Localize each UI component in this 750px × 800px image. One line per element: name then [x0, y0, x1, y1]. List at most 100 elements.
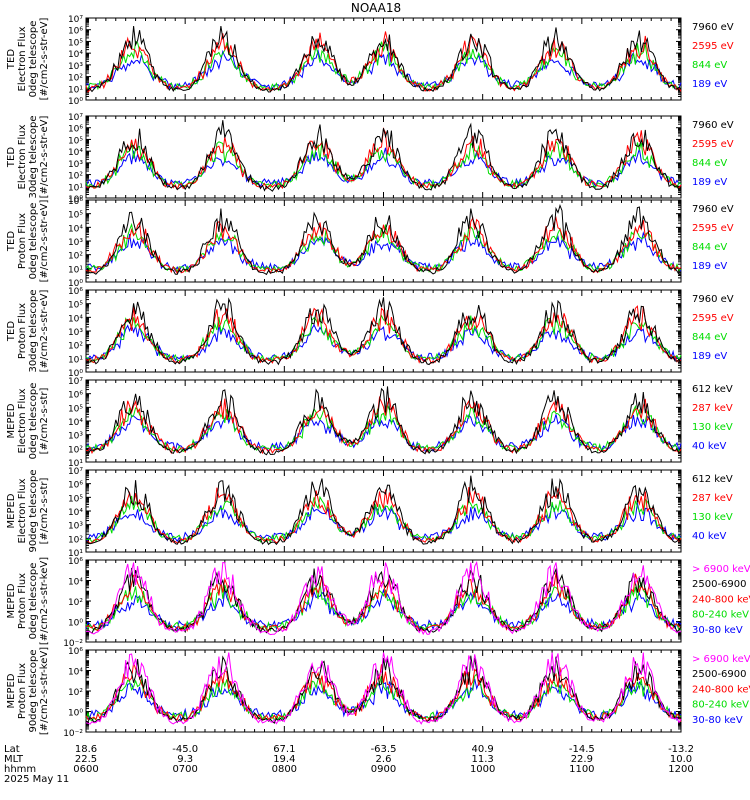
series-line — [85, 678, 682, 722]
y-tick-label: 10⁴ — [68, 314, 83, 324]
y-axis-label-line: [#/cm2-s-str-eV] — [39, 200, 50, 283]
series-line — [85, 25, 682, 93]
series-line — [85, 120, 682, 192]
y-tick-label: 10³ — [68, 522, 83, 532]
legend-entry: 7960 eV — [692, 294, 734, 305]
x-row-label: MLT — [4, 754, 24, 765]
legend-entry: 844 eV — [692, 158, 727, 169]
x-tick-label: 1200 — [668, 764, 693, 775]
x-tick-label: 11.3 — [472, 754, 494, 765]
y-tick-label: 10⁵ — [68, 136, 83, 146]
y-tick-label: 10² — [68, 172, 83, 182]
y-tick-label: 10¹ — [68, 355, 83, 365]
y-tick-label: 10³ — [68, 238, 83, 248]
y-axis-label-line: TED — [6, 321, 17, 342]
y-tick-label: 10⁻² — [63, 639, 83, 649]
legend-entry: 189 eV — [692, 351, 727, 362]
y-tick-label: 10² — [68, 535, 83, 545]
y-axis-label-line: 0deg telescope — [28, 563, 39, 640]
legend-entry: 287 keV — [692, 493, 733, 504]
x-tick-label: -45.0 — [172, 744, 198, 755]
x-row-label: hhmm — [4, 764, 36, 775]
legend-entry: 130 keV — [692, 512, 733, 523]
legend-entry: 2595 eV — [692, 223, 734, 234]
y-tick-label: 10⁰ — [68, 195, 83, 205]
x-tick-label: 1100 — [569, 764, 594, 775]
y-tick-label: 10⁶ — [68, 391, 83, 401]
x-tick-label: 0900 — [371, 764, 396, 775]
y-axis-label: TED Proton Flux 30deg telescope [#/cm2-s-st… — [6, 289, 50, 372]
y-axis-label-line: 30deg telescope — [28, 115, 39, 198]
y-tick-label: 10⁵ — [68, 211, 83, 221]
series-line — [85, 655, 682, 724]
legend-entry: 130 keV — [692, 422, 733, 433]
y-axis-label-line: MEPED — [6, 403, 17, 438]
series-line — [85, 31, 682, 93]
y-tick-label: 10⁷ — [68, 113, 83, 123]
y-tick-label: 10² — [68, 598, 83, 608]
x-axis-labels: Lat 18.6 -45.0 67.1 -63.5 40.9 -14.5 -13.2 MLT 22… — [4, 744, 694, 785]
y-tick-label: 10¹ — [68, 459, 83, 469]
y-tick-label: 10² — [68, 252, 83, 262]
y-tick-label: 10¹ — [68, 549, 83, 559]
chart-title: NOAA18 — [351, 1, 401, 15]
y-tick-label: 10⁶ — [68, 287, 83, 297]
date-label: 2025 May 11 — [4, 774, 69, 785]
y-tick-label: 10⁶ — [68, 481, 83, 491]
legend-entry: > 6900 keV — [692, 564, 750, 575]
y-tick-label: 10⁰ — [68, 279, 83, 289]
panel-3: 10⁰ 10¹ 10² 10³ 10⁴ 10⁵ 10⁶ TED Proton Flux 0deg … — [6, 197, 734, 289]
x-tick-label: 19.4 — [273, 754, 295, 765]
panel-6: 10¹ 10² 10³ 10⁴ 10⁵ 10⁶ 10⁷ MEPED Electron Flux 9… — [6, 467, 733, 559]
x-row-label: Lat — [4, 744, 20, 755]
y-axis-label-line: 90deg telescope — [28, 649, 39, 732]
x-tick-label: 1000 — [470, 764, 495, 775]
series-line — [85, 395, 682, 455]
legend-entry: 2595 eV — [692, 313, 734, 324]
y-tick-label: 10⁷ — [68, 15, 83, 25]
legend-entry: 240-800 keV — [692, 684, 750, 695]
series-line — [85, 40, 682, 92]
y-tick-label: 10³ — [68, 432, 83, 442]
legend-entry: 612 keV — [692, 474, 733, 485]
y-tick-label: 10² — [68, 445, 83, 455]
y-tick-label: 10² — [68, 342, 83, 352]
y-axis-label-line: [#/cm2-s-str] — [39, 387, 50, 454]
y-tick-label: 10⁴ — [68, 508, 83, 518]
x-tick-label: 0600 — [73, 764, 98, 775]
x-tick-label: 22.5 — [75, 754, 97, 765]
y-tick-label: 10⁴ — [68, 148, 83, 158]
y-tick-label: 10⁻² — [63, 729, 83, 739]
series-line — [85, 297, 682, 366]
y-tick-label: 10⁵ — [68, 494, 83, 504]
y-axis-label-line: Electron Flux — [17, 478, 28, 543]
y-tick-label: 10⁶ — [68, 27, 83, 37]
legend-entry: 844 eV — [692, 60, 727, 71]
legend-entry: 30-80 keV — [692, 625, 743, 636]
legend-entry: 7960 eV — [692, 120, 734, 131]
y-axis-label: MEPED Proton Flux 90deg telescope [#/cm2-s-… — [6, 647, 50, 735]
series-line — [85, 203, 682, 276]
y-tick-label: 10⁴ — [68, 578, 83, 588]
y-axis-label-line: Electron Flux — [17, 124, 28, 189]
y-tick-label: 10¹ — [68, 265, 83, 275]
y-tick-label: 10¹ — [68, 85, 83, 95]
y-axis-label-line: [#/cm2-s-str] — [39, 477, 50, 544]
series-line — [85, 652, 682, 725]
y-tick-label: 10⁴ — [68, 418, 83, 428]
y-axis-label-line: MEPED — [6, 673, 17, 708]
x-tick-label: -14.5 — [569, 744, 595, 755]
y-axis-label-line: TED — [6, 147, 17, 168]
series-line — [85, 305, 682, 365]
y-axis-label: TED Electron Flux 30deg telescope [#/cm2-s-… — [6, 115, 50, 198]
y-tick-label: 10⁴ — [68, 668, 83, 678]
y-axis-label-line: Proton Flux — [17, 573, 28, 629]
y-tick-label: 10³ — [68, 160, 83, 170]
y-tick-label: 10³ — [68, 62, 83, 72]
x-tick-label: 0700 — [172, 764, 197, 775]
y-tick-label: 10⁶ — [68, 197, 83, 207]
y-axis-label-line: 0deg telescope — [28, 203, 39, 280]
y-axis-label-line: Electron Flux — [17, 388, 28, 453]
